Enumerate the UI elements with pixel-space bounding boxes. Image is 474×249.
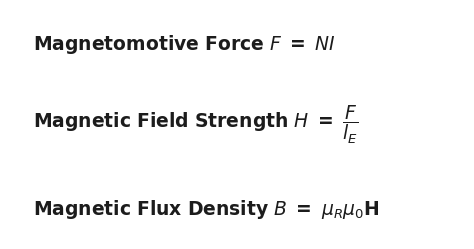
Text: $\mathbf{Magnetic\ Flux\ Density}$ $\mathit{B}$ $\mathbf{=}$ $\mu_R\mu_0\mathbf{: $\mathbf{Magnetic\ Flux\ Density}$ $\mat…: [33, 198, 380, 221]
Text: $\mathbf{Magnetic\ Field\ Strength}$ $\mathit{H}$ $\mathbf{=}$ $\dfrac{\mathit{F: $\mathbf{Magnetic\ Field\ Strength}$ $\m…: [33, 103, 359, 146]
Text: $\mathbf{Magnetomotive\ Force}$ $\mathit{F}$ $\mathbf{=}$ $\mathit{NI}$: $\mathbf{Magnetomotive\ Force}$ $\mathit…: [33, 33, 336, 56]
